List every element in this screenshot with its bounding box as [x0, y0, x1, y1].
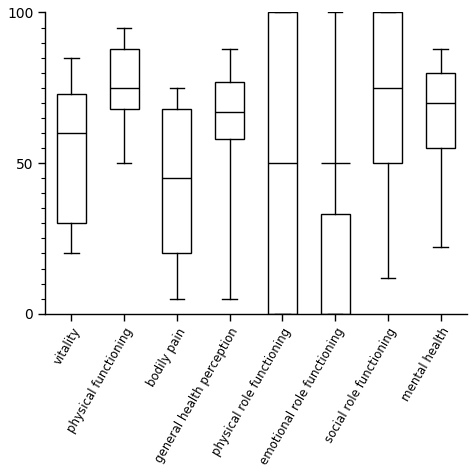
PathPatch shape: [268, 12, 297, 314]
PathPatch shape: [110, 49, 139, 109]
PathPatch shape: [215, 82, 244, 139]
PathPatch shape: [321, 214, 350, 314]
PathPatch shape: [426, 73, 455, 148]
PathPatch shape: [163, 109, 191, 254]
PathPatch shape: [57, 94, 86, 223]
PathPatch shape: [374, 12, 402, 163]
